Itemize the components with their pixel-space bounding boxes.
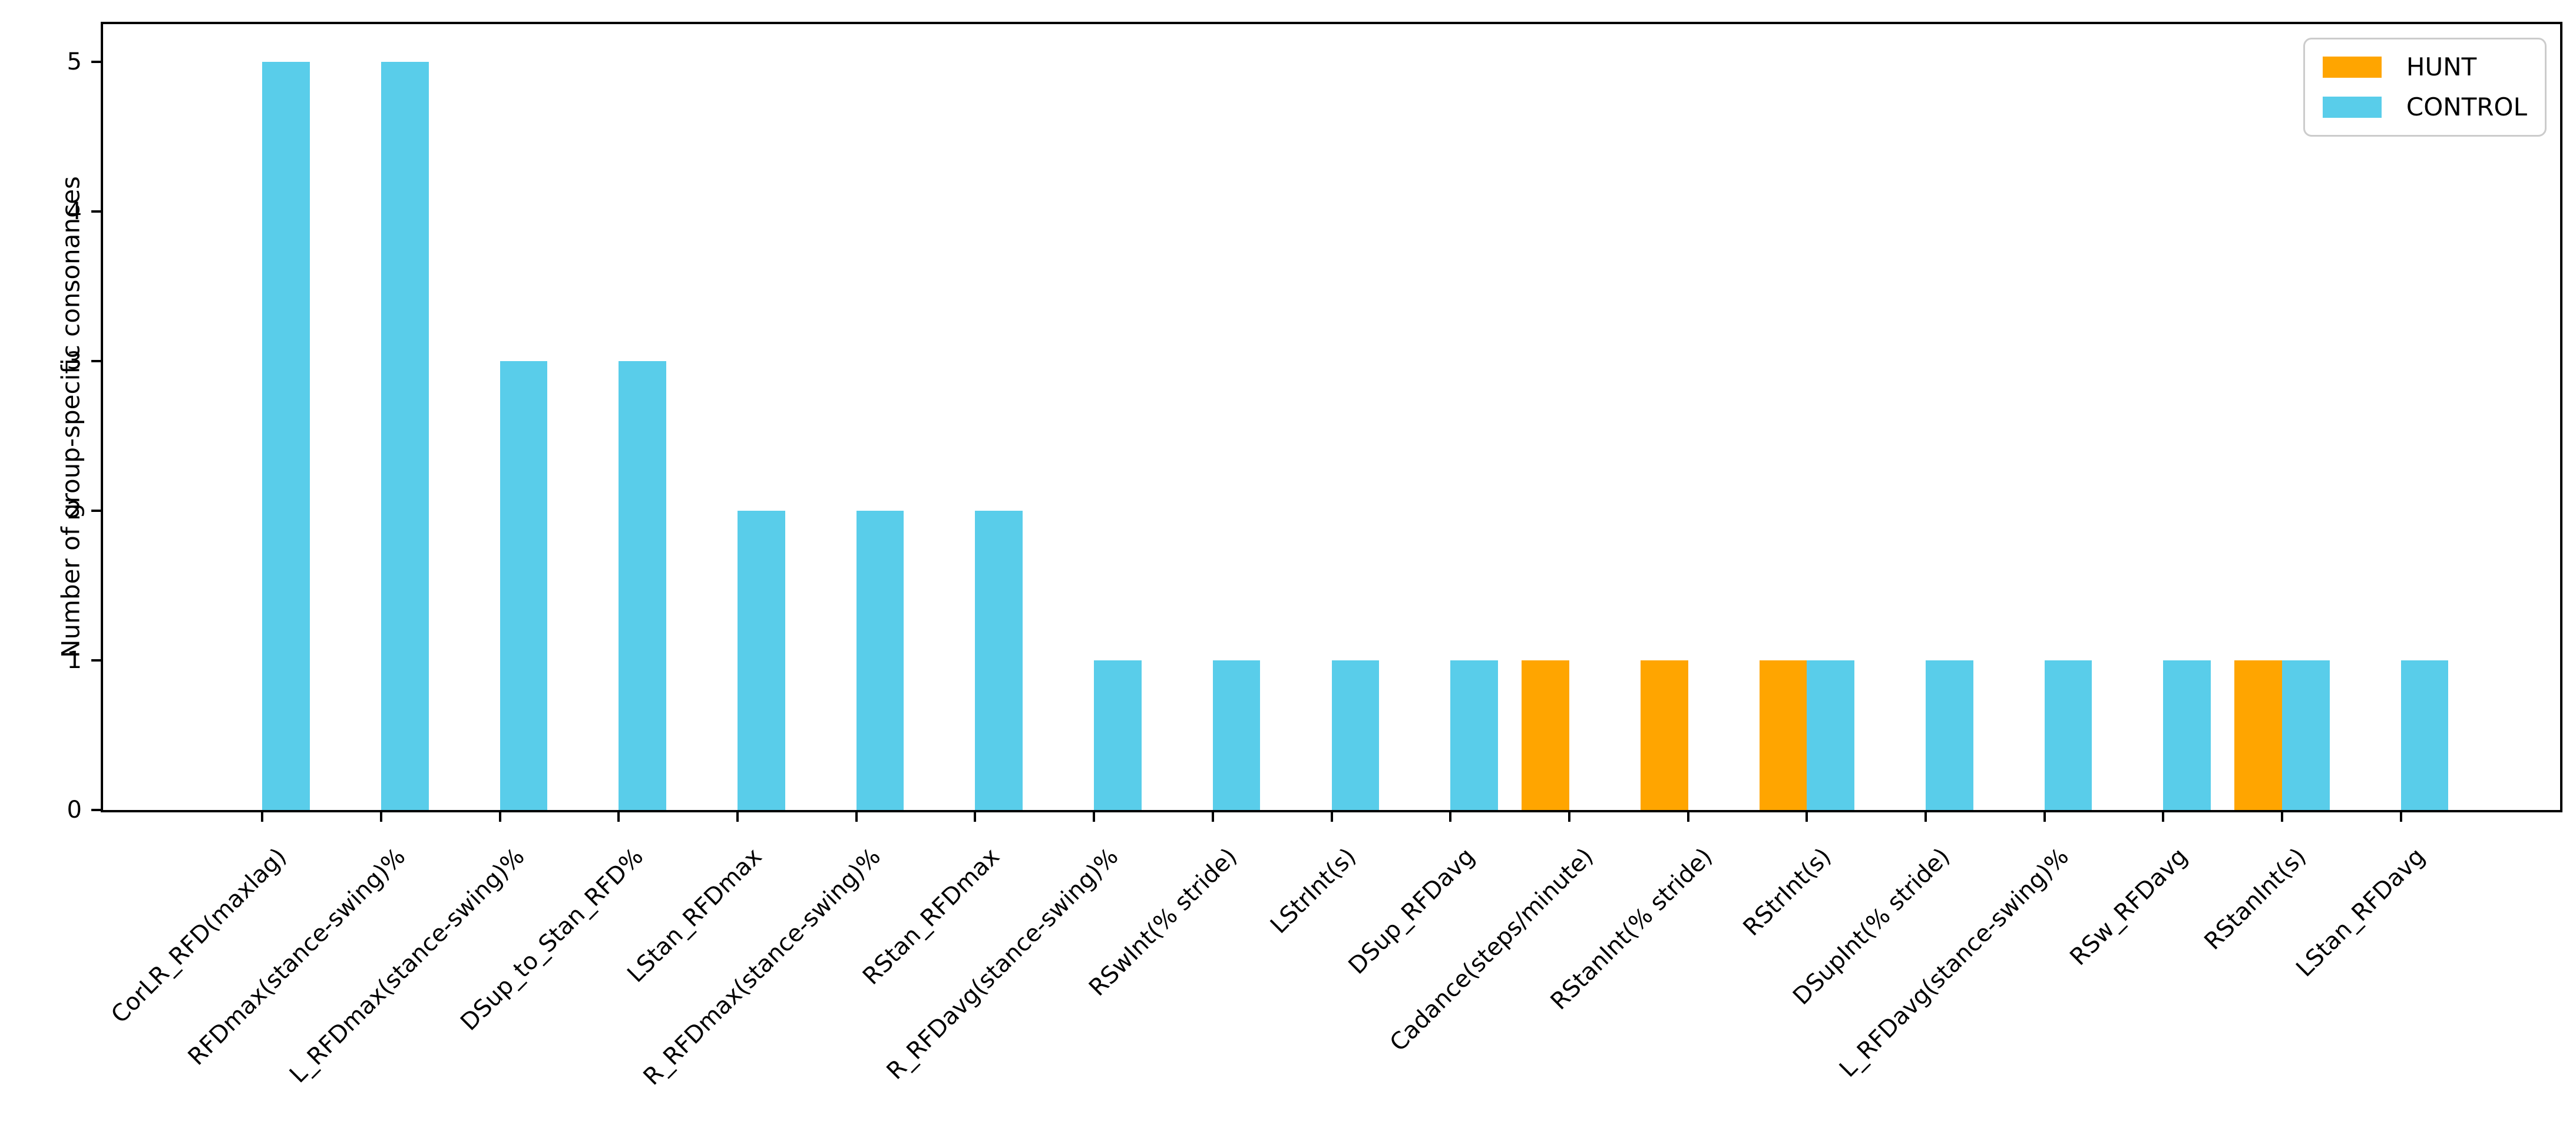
x-tick — [974, 810, 977, 822]
control-bar — [1212, 660, 1261, 810]
x-tick — [498, 810, 501, 822]
x-tick — [736, 810, 739, 822]
x-tick — [1449, 810, 1452, 822]
control-bar — [1807, 660, 1854, 810]
legend-swatch — [2322, 57, 2382, 78]
x-tick-label: R_RFDavg(stance-swing)% — [881, 842, 1124, 1085]
control-bar — [1331, 660, 1380, 810]
control-bar — [1094, 660, 1142, 810]
x-tick-label: L_RFDmax(stance-swing)% — [284, 842, 530, 1089]
hunt-bar — [1759, 660, 1807, 810]
control-bar — [738, 510, 785, 810]
x-tick-label: DSup_RFDavg — [1343, 842, 1480, 980]
control-bar — [500, 361, 548, 810]
y-tick — [91, 809, 103, 811]
x-tick-label: L_RFDavg(stance-swing)% — [1834, 842, 2075, 1083]
control-bar — [2163, 660, 2211, 810]
x-tick — [1924, 810, 1927, 822]
x-tick — [617, 810, 620, 822]
legend-row: CONTROL — [2322, 92, 2527, 121]
hunt-bar — [1522, 660, 1569, 810]
y-tick — [91, 659, 103, 662]
y-tick — [91, 210, 103, 213]
legend-row: HUNT — [2322, 52, 2527, 81]
x-tick — [379, 810, 382, 822]
x-tick-label: Cadance(steps/minute) — [1385, 842, 1599, 1057]
legend: HUNT CONTROL — [2303, 38, 2547, 137]
x-tick-label: LStrInt(s) — [1265, 842, 1361, 939]
y-tick — [91, 509, 103, 512]
y-tick-label: 0 — [67, 796, 82, 824]
plot-area: CorLR_RFD(maxlag) RFDmax(stance-swing)% L_… — [67, 22, 2562, 1090]
control-bar — [2400, 660, 2449, 810]
y-tick-label: 2 — [67, 497, 82, 524]
hunt-bar — [1640, 660, 1688, 810]
y-tick-label: 3 — [67, 347, 82, 375]
x-tick — [1805, 810, 1808, 822]
y-tick-label: 1 — [67, 646, 82, 674]
x-tick-label: RStrInt(s) — [1738, 842, 1837, 941]
legend-label: HUNT — [2406, 52, 2477, 81]
x-tick — [1568, 810, 1570, 822]
control-bar — [1925, 660, 1973, 810]
control-bar — [1450, 660, 1498, 810]
hunt-bar — [2234, 660, 2283, 810]
x-tick — [1687, 810, 1689, 822]
legend-swatch — [2322, 97, 2382, 118]
x-tick — [2162, 810, 2165, 822]
control-bar — [2282, 660, 2330, 810]
x-tick-label: RSw_RFDavg — [2065, 842, 2193, 971]
x-tick — [2399, 810, 2402, 822]
control-bar — [619, 361, 667, 810]
control-bar — [856, 510, 904, 810]
x-tick — [1330, 810, 1333, 822]
legend-label: CONTROL — [2406, 92, 2527, 121]
y-tick — [91, 359, 103, 362]
x-tick — [261, 810, 264, 822]
control-bar — [262, 61, 310, 810]
x-tick — [2281, 810, 2284, 822]
x-tick — [2043, 810, 2046, 822]
y-tick-label: 5 — [67, 48, 82, 75]
x-tick-label: LStan_RFDavg — [2291, 842, 2431, 983]
y-tick-label: 4 — [67, 197, 82, 225]
y-axis-label: Number of group-specific consonances — [56, 176, 85, 658]
x-tick — [1093, 810, 1096, 822]
x-tick — [1211, 810, 1214, 822]
x-tick — [855, 810, 858, 822]
control-bar — [975, 510, 1023, 810]
control-bar — [2044, 660, 2092, 810]
x-tick-label: RStanInt(s) — [2199, 842, 2312, 955]
x-tick-label: RFDmax(stance-swing)% — [183, 842, 411, 1071]
x-tick-label: R_RFDmax(stance-swing)% — [638, 842, 887, 1091]
control-bar — [381, 61, 429, 810]
y-tick — [91, 60, 103, 63]
